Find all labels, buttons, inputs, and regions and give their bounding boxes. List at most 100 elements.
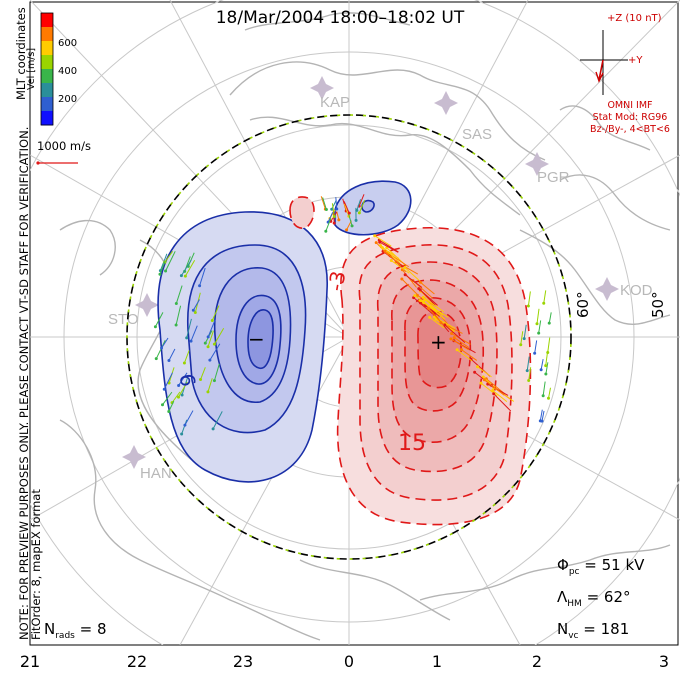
imf-condition: Bz-/By-, 4<BT<6 (590, 124, 670, 135)
velocity-vector (178, 372, 188, 386)
velocity-vector-origin (544, 372, 548, 376)
velocity-vector-origin (198, 284, 202, 288)
velocity-vector-origin (180, 393, 184, 397)
mlt-tick: 21 (19, 652, 41, 671)
velocity-vector-origin (167, 381, 171, 385)
velocity-vector (322, 197, 327, 210)
velocity-vector (211, 305, 220, 321)
velocity-vector (358, 194, 365, 207)
potential-min-marker: − (248, 327, 265, 351)
velocity-vector-origin (203, 341, 207, 345)
velocity-vector-origin (162, 387, 166, 391)
colorbar-segment (41, 41, 53, 56)
velocity-vector-origin (544, 364, 548, 368)
velocity-vector-origin (426, 306, 430, 310)
radar-label-group: KAP SAS PGR KOD STO HAN (108, 94, 653, 482)
velocity-vector (538, 320, 542, 334)
velocity-vector (541, 410, 545, 422)
velocity-vector (184, 410, 194, 426)
velocity-vector (348, 213, 353, 226)
velocity-vector-origin (176, 395, 180, 399)
velocity-vector-origin (525, 369, 529, 373)
velocity-vector-origin (324, 229, 328, 233)
velocity-vector (175, 305, 182, 326)
contour-label: 9 (175, 372, 201, 389)
velocity-vector-origin (481, 375, 485, 379)
velocity-vector-origin (419, 299, 423, 303)
mlt-tick: 1 (431, 652, 443, 671)
preview-note: NOTE: FOR PREVIEW PURPOSES ONLY. PLEASE … (17, 127, 43, 640)
colorbar-unit: Vel [m/s] (26, 47, 37, 90)
velocity-vector (356, 199, 362, 211)
velocity-vector-origin (379, 243, 383, 247)
velocity-vector (380, 245, 401, 264)
velocity-vector (165, 251, 176, 272)
radar-stations (122, 76, 619, 469)
velocity-vector (543, 290, 547, 304)
velocity-vector (212, 411, 223, 430)
velocity-vector-origin (479, 381, 483, 385)
plot-frame (29, 1, 679, 646)
velocity-vector (428, 307, 445, 326)
velocity-vector (418, 288, 438, 306)
velocity-vector (429, 316, 445, 329)
radar-label: SAS (462, 126, 492, 143)
contour-label-group: -3 9 15 − + (175, 269, 447, 456)
velocity-vector (331, 203, 335, 217)
velocity-vector-origin (335, 207, 339, 211)
velocity-vector (548, 312, 552, 324)
velocity-vector (542, 381, 546, 396)
velocity-vector-origin (206, 390, 210, 394)
velocity-vector (200, 367, 206, 380)
velocity-vector-origin (421, 295, 425, 299)
colorbar-segment (41, 97, 53, 112)
phi-pc-value: 51 kV (601, 556, 645, 574)
velocity-vector (456, 349, 473, 362)
velocity-vector-origin (212, 342, 216, 346)
velocity-vector (536, 308, 540, 324)
lambda-hm-value: 62° (603, 588, 631, 606)
velocity-vector (192, 299, 200, 311)
velocity-vector-origin (206, 345, 210, 349)
mlt-tick: 2 (531, 652, 543, 671)
velocity-vector-origin (183, 423, 187, 427)
velocity-vector-origin (347, 211, 351, 215)
velocity-vector (343, 203, 350, 217)
colorbar-segment (41, 111, 53, 126)
velocity-vector-origin (519, 343, 523, 347)
velocity-vector (207, 378, 213, 393)
velocity-vector-origin (174, 323, 178, 327)
fit-order-line: FitOrder: 8, mapEX format (29, 489, 43, 640)
velocity-vector-origin (473, 370, 477, 374)
velocity-vector (209, 343, 221, 361)
velocity-vector (325, 218, 332, 232)
velocity-vector-origin (324, 207, 328, 211)
velocity-vector (168, 400, 175, 412)
velocity-vector-origin (535, 322, 539, 326)
velocity-vector-origin (450, 332, 454, 336)
velocity-vector-origin (403, 265, 407, 269)
velocity-vector-origin (475, 365, 479, 369)
velocity-vector-origin (413, 294, 417, 298)
velocity-vector (159, 261, 166, 275)
velocity-vector (154, 312, 164, 327)
velocity-vector-origin (167, 409, 171, 413)
velocity-vector (183, 350, 190, 364)
radar-label: PGR (537, 169, 570, 186)
mlt-tick: 0 (343, 652, 355, 671)
colorbar-segment (41, 83, 53, 98)
velocity-vector-origin (533, 351, 537, 355)
velocity-vector (547, 337, 551, 353)
colorbar-segment (41, 13, 53, 28)
velocity-vector (401, 278, 419, 296)
velocity-vector (539, 409, 543, 421)
velocity-vector-origin (208, 358, 212, 362)
colorbar-tick: 400 (58, 66, 78, 77)
radar-label: STO (108, 311, 139, 328)
velocity-vector-origin (357, 211, 361, 215)
velocity-vector-origin (443, 323, 447, 327)
velocity-vector-origin (345, 228, 349, 232)
velocity-vector (190, 325, 198, 342)
velocity-vector-origin (482, 378, 486, 382)
